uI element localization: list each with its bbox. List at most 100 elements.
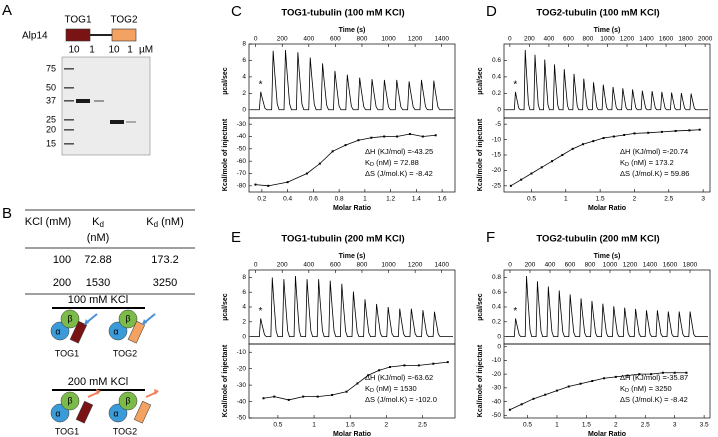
lane-label: 1 [89,45,95,56]
panel-letter: B [2,205,12,222]
data-point [403,364,406,367]
y-tick-label: 8 [242,41,246,48]
fit-text: (nM) = 173.2 [629,158,674,167]
table-cell: 173.2 [151,254,179,266]
data-point [421,135,424,138]
ladder-band [64,143,74,145]
y-tick-label: -10 [237,349,247,356]
header-sub: d [154,220,158,229]
x-tick-label: 800 [585,262,596,269]
x-tick-label: 400 [303,36,314,43]
fit-text: ΔS (J/mol.K) = 59.86 [620,169,689,178]
x-tick-label: 2.5 [641,422,650,429]
x-tick-label: 200 [277,36,288,43]
data-point [688,129,691,132]
y-tick-label: 0 [497,333,501,340]
alpha-tubulin [108,403,128,423]
arrow-head [142,319,147,325]
fit-parameter: KD (nM) = 1530 [365,384,417,394]
axis-title: µcal/sec [222,293,229,320]
fit-text: (nM) = 1530 [374,384,417,393]
y-tick-label: 8 [242,274,246,281]
panel-letter: D [486,3,497,20]
fit-parameter: ΔH (KJ/mol) =-20.74 [620,147,688,156]
ladder-band [64,87,74,89]
y-tick-label: 0 [242,333,246,340]
panel-a: A Alp14 TOG1 TOG2 10 1 10 1 µM 75 50 37 … [2,2,153,156]
marker-label: 15 [46,138,56,148]
marker-label: 75 [46,63,56,73]
marker-label: 20 [46,124,56,134]
beta-tubulin [60,309,80,329]
y-tick-label: -25 [492,183,502,190]
table-header: Kd [92,216,104,229]
x-tick-label: 1 [555,422,559,429]
x-tick-label: 0.6 [309,196,318,203]
panel-title: TOG2-tubulin (200 mM KCl) [536,234,659,245]
arrow-head [84,319,89,325]
data-point [378,369,381,372]
axis-title: Molar Ratio [588,431,626,437]
axis-title: Time (s) [594,27,621,34]
y-tick-label: -30 [237,382,247,389]
axis-title: Kcal/mole of injectant [222,118,229,191]
ladder [64,68,74,145]
fit-parameter: ΔH (KJ/mol) =-43.25 [365,147,433,156]
y-tick-label: 6 [242,57,246,64]
data-point [344,144,347,147]
marker-label: 37 [46,95,56,105]
fit-text: ΔH (KJ/mol) =-43.25 [365,147,433,156]
axis-title: Kcal/mole of injectant [222,344,229,417]
data-point [287,398,290,401]
data-point [540,166,543,169]
table-cell: 200 [53,277,71,289]
data-point [408,133,411,136]
y-tick-label: -20 [237,365,247,372]
x-tick-label: 2 [633,196,637,203]
axis-title: Kcal/mole of injectant [477,344,484,417]
table-header: KCl (mM) [25,216,71,228]
x-tick-label: 1200 [408,262,423,269]
beta-tubulin [60,391,80,411]
axis-title: µcal/sec [477,293,484,320]
data-point [370,136,373,139]
data-point [530,172,533,175]
data-point [614,375,617,378]
gel-band [94,100,104,102]
y-tick-label: 6 [242,289,246,296]
alpha-label: α [113,408,118,418]
x-tick-label: 1600 [659,36,674,43]
header-unit: (nM) [161,216,184,228]
fit-parameter: ΔS (J/mol.K) = -102.0 [365,395,437,404]
x-tick-label: 600 [565,262,576,269]
raw-trace [251,275,453,337]
data-point [561,154,564,156]
gel-band [126,121,136,123]
data-point [623,133,626,136]
data-point [581,143,584,146]
x-tick-label: 1.5 [596,196,605,203]
data-point [254,183,257,186]
fit-parameter: ΔS (J/mol.K) = -8.42 [620,395,688,404]
x-tick-label: 400 [545,262,556,269]
data-point [638,373,641,376]
marker-label: 25 [46,114,56,124]
x-tick-label: 1000 [600,36,615,43]
x-tick-label: 1.5 [346,422,355,429]
panel-b: B KCl (mM) Kd (nM) Kd (nM) 100 72.88 173… [2,205,195,436]
data-point [532,397,535,400]
lane-label: 10 [68,45,80,56]
y-tick-label: 0 [242,106,246,113]
tog2-domain [111,28,137,42]
x-tick-label: 1200 [623,262,638,269]
panel-title: TOG1-tubulin (100 mM KCl) [281,8,404,19]
y-tick-label: 0.6 [492,289,501,296]
alpha-label: α [113,326,118,336]
condition-label: 200 mM KCl [68,376,129,388]
fit-sub: D [625,388,629,394]
panel-title: TOG1-tubulin (200 mM KCl) [281,234,404,245]
panel-letter: A [2,2,12,19]
data-point [331,393,334,396]
asterisk: * [513,79,517,90]
y-tick-label: 0.4 [492,304,501,311]
